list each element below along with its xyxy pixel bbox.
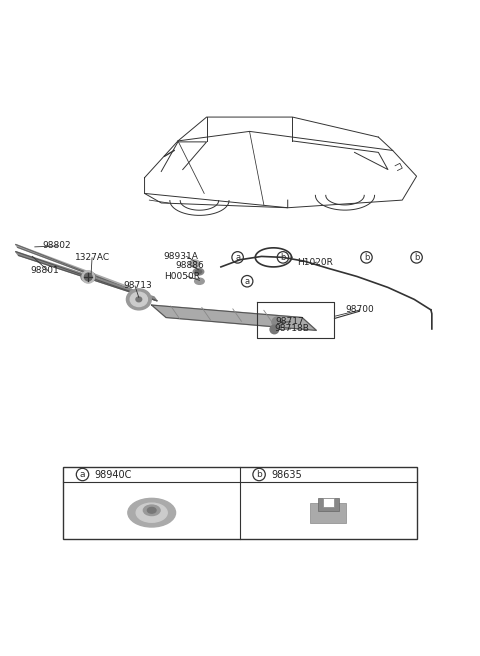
Text: a: a — [80, 470, 85, 479]
Ellipse shape — [126, 289, 151, 310]
Text: 98940C: 98940C — [95, 470, 132, 480]
FancyBboxPatch shape — [310, 503, 346, 523]
Text: a: a — [245, 277, 250, 286]
Ellipse shape — [193, 268, 204, 275]
Ellipse shape — [130, 292, 147, 306]
Ellipse shape — [144, 505, 160, 516]
Text: 98717: 98717 — [276, 318, 304, 326]
Text: 98700: 98700 — [345, 305, 374, 314]
Text: H0050R: H0050R — [164, 272, 200, 281]
FancyBboxPatch shape — [318, 499, 339, 511]
Text: b: b — [414, 253, 419, 262]
Text: 98801: 98801 — [30, 266, 59, 276]
Circle shape — [270, 325, 279, 334]
Text: b: b — [256, 470, 262, 479]
Polygon shape — [152, 305, 316, 331]
Circle shape — [272, 317, 282, 327]
Ellipse shape — [195, 270, 202, 274]
Ellipse shape — [195, 278, 204, 284]
Text: H1020R: H1020R — [297, 258, 333, 266]
FancyBboxPatch shape — [323, 499, 335, 507]
Ellipse shape — [128, 499, 176, 527]
Polygon shape — [16, 245, 132, 291]
Text: 98886: 98886 — [176, 262, 204, 270]
Text: 98635: 98635 — [271, 470, 302, 480]
Text: 1327AC: 1327AC — [75, 253, 110, 262]
Circle shape — [84, 273, 92, 281]
Text: 98802: 98802 — [42, 241, 71, 251]
Ellipse shape — [147, 508, 156, 513]
Polygon shape — [16, 252, 157, 301]
Ellipse shape — [136, 503, 167, 522]
Text: 98713: 98713 — [123, 281, 152, 289]
Text: 98931A: 98931A — [164, 252, 199, 261]
Text: 98718B: 98718B — [275, 325, 309, 333]
Ellipse shape — [136, 297, 142, 302]
Ellipse shape — [190, 260, 200, 267]
Circle shape — [82, 271, 95, 283]
Text: b: b — [364, 253, 369, 262]
Ellipse shape — [81, 272, 96, 282]
Text: b: b — [280, 253, 286, 262]
Text: a: a — [235, 253, 240, 262]
FancyBboxPatch shape — [63, 467, 417, 539]
